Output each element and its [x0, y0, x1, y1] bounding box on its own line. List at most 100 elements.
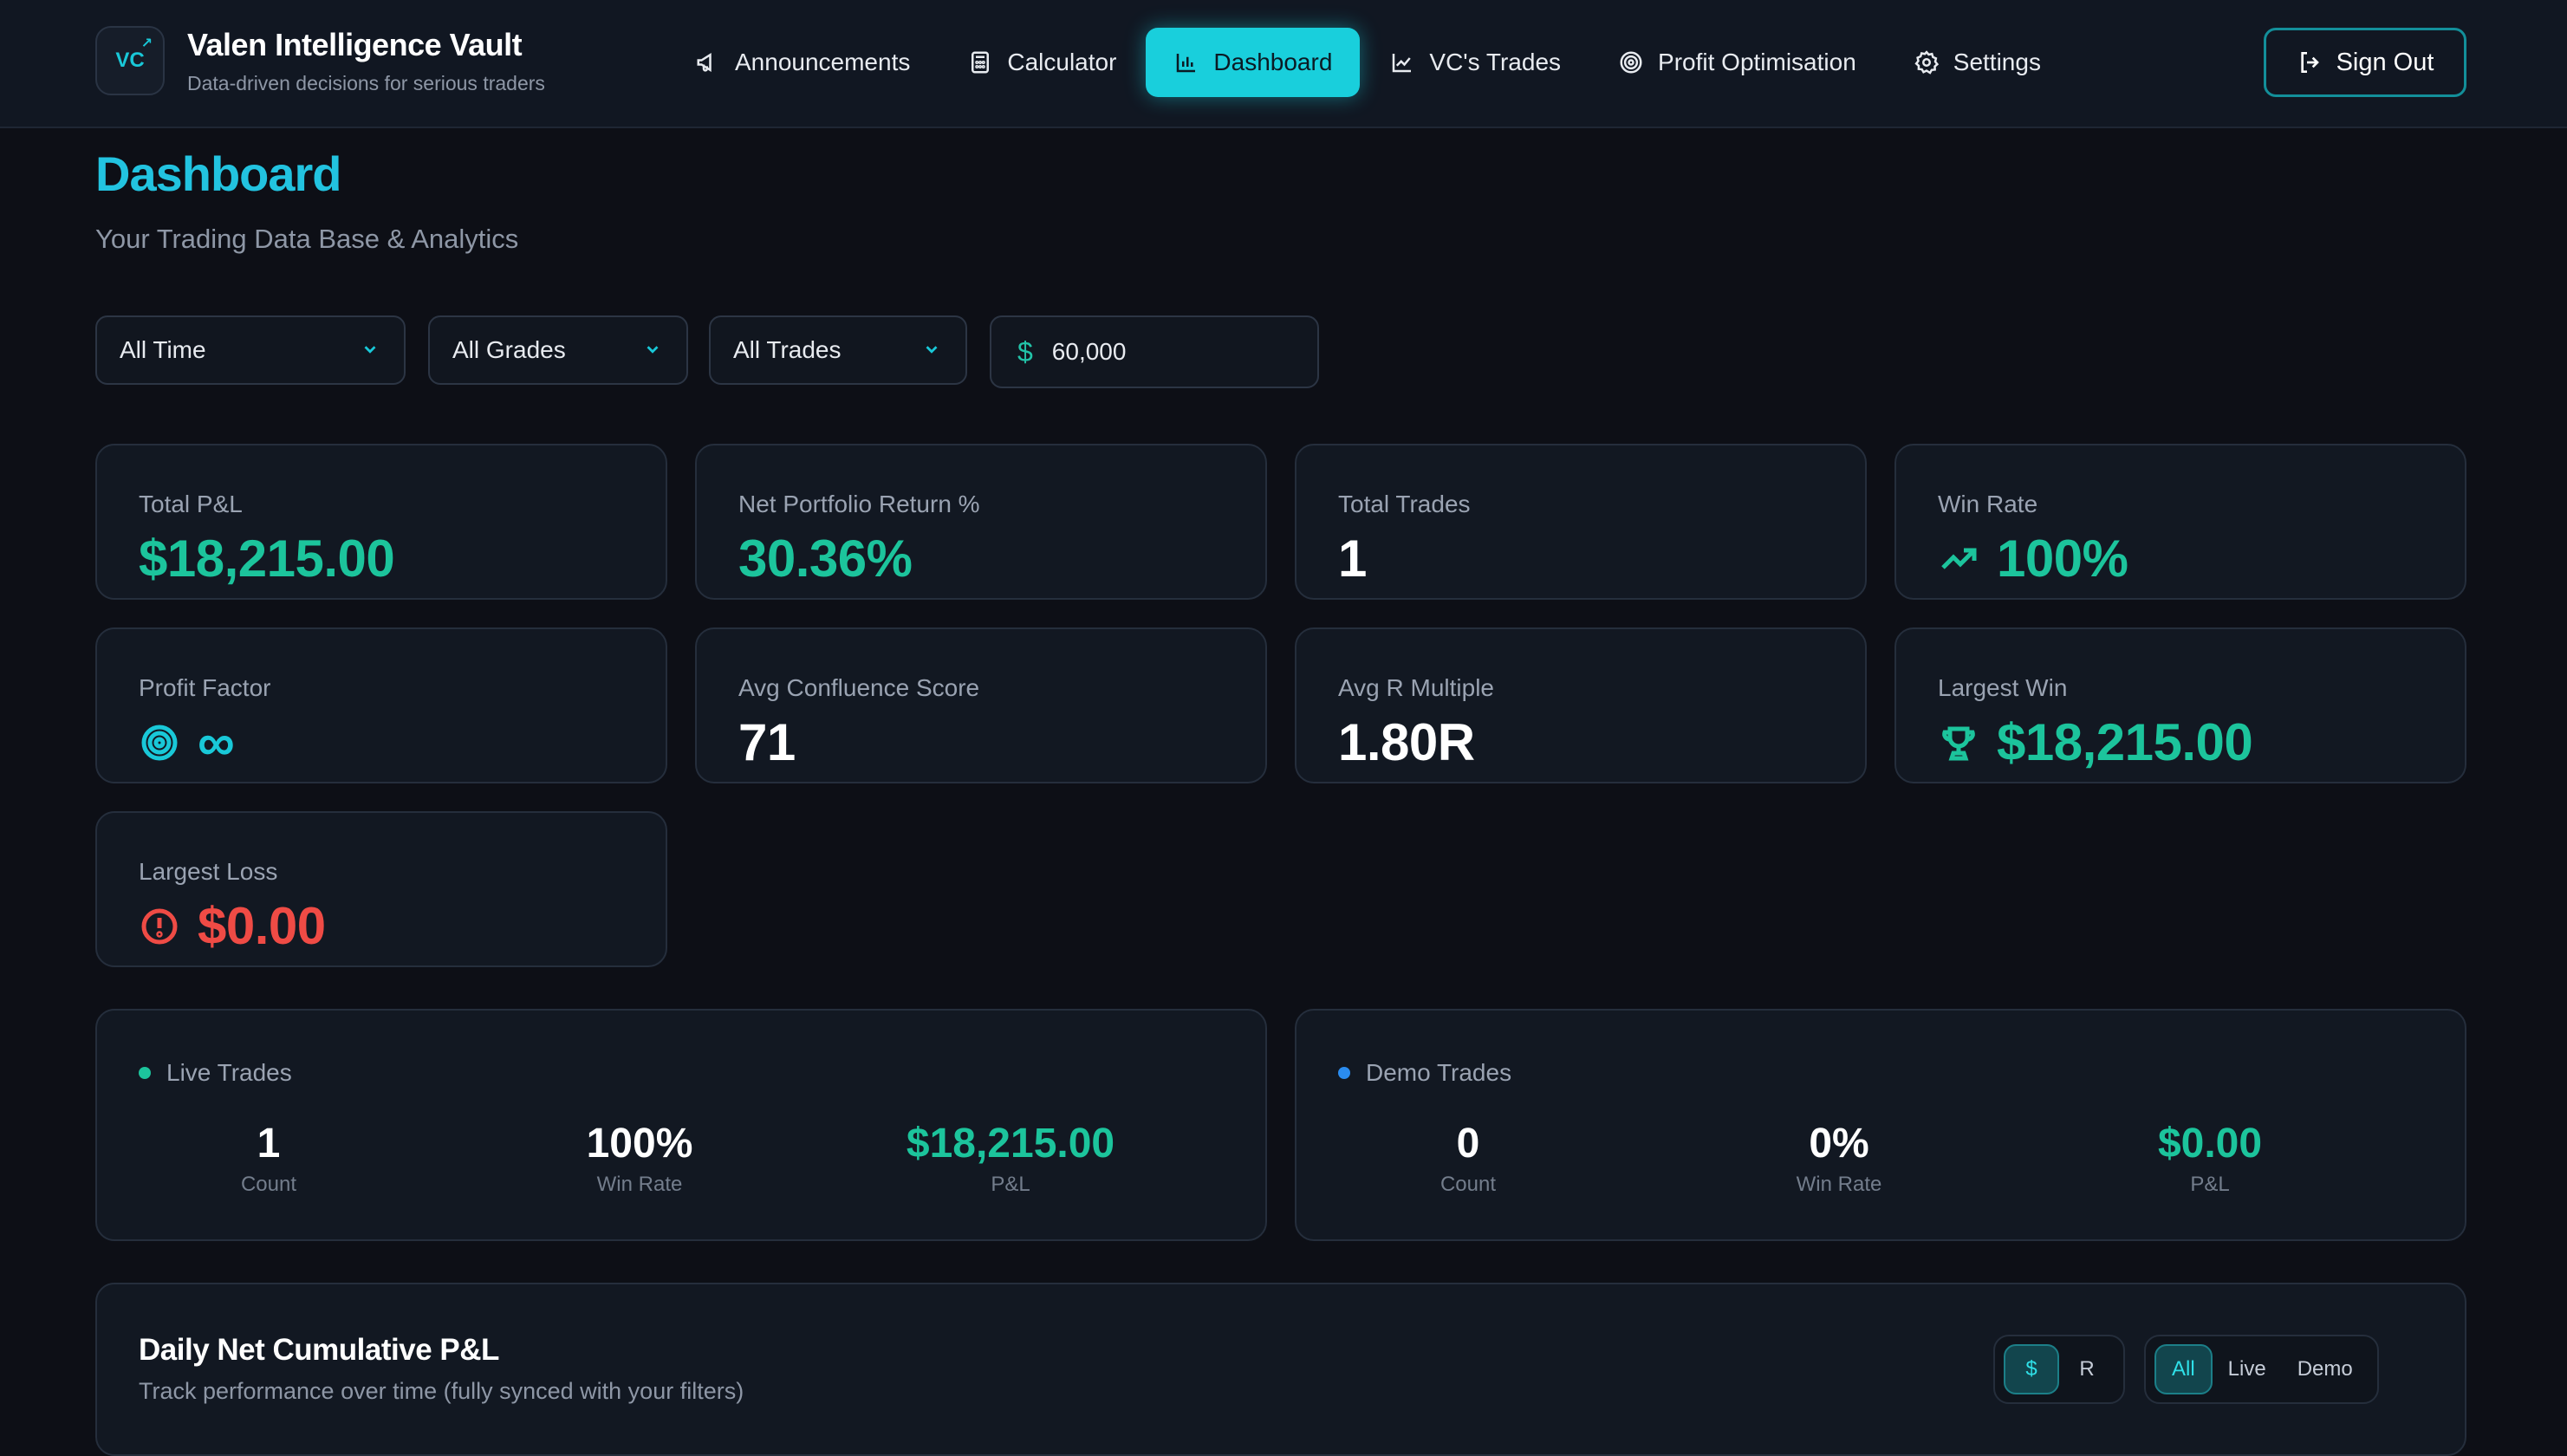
total-pnl-card: Total P&L $18,215.00: [95, 444, 667, 600]
alert-circle-icon: [141, 908, 178, 944]
grades-select-value: All Grades: [452, 336, 566, 363]
demo-trades-title-row: Demo Trades: [1338, 1059, 1511, 1087]
demo-pnl-value: $0.00: [2157, 1121, 2263, 1167]
account-toggle-all[interactable]: All: [2154, 1344, 2213, 1394]
nav-calculator[interactable]: Calculator: [939, 28, 1144, 97]
nav-settings[interactable]: Settings: [1886, 28, 2069, 97]
brand-logo: VC ↗: [95, 26, 165, 95]
live-status-dot: [139, 1067, 151, 1079]
nav-dashboard[interactable]: Dashboard: [1146, 28, 1361, 97]
trades-select-value: All Trades: [733, 336, 842, 363]
account-size-input[interactable]: $ 60,000: [990, 315, 1319, 388]
live-pnl-value: $18,215.00: [906, 1121, 1115, 1167]
unit-toggle: $ R: [1993, 1335, 2125, 1404]
trending-up-icon: [1941, 548, 1977, 569]
dollar-icon: $: [1017, 335, 1033, 367]
largest-loss-label: Largest Loss: [139, 858, 278, 885]
live-count-value: 1: [257, 1121, 281, 1167]
demo-pnl-label: P&L: [2190, 1173, 2230, 1196]
net-return-card: Net Portfolio Return % 30.36%: [695, 444, 1267, 600]
avg-r-value: 1.80R: [1338, 713, 1475, 771]
win-rate-value: 100%: [1997, 530, 2128, 588]
avg-r-label: Avg R Multiple: [1338, 674, 1495, 701]
live-win-rate-label: Win Rate: [596, 1173, 683, 1196]
chevron-down-icon: [364, 346, 376, 354]
demo-count-value: 0: [1456, 1121, 1480, 1167]
total-trades-label: Total Trades: [1338, 491, 1471, 517]
nav-label: Announcements: [735, 49, 911, 75]
net-return-label: Net Portfolio Return %: [738, 491, 980, 517]
unit-toggle-r[interactable]: R: [2079, 1357, 2095, 1381]
target-icon: [141, 725, 178, 760]
sign-out-icon: [2300, 52, 2319, 73]
top-navigation-bar: VC ↗ Valen Intelligence Vault Data-drive…: [0, 0, 2567, 128]
chart-subtitle: Track performance over time (fully synce…: [139, 1378, 744, 1404]
win-rate-value-row: 100%: [1938, 529, 2128, 588]
total-pnl-value: $18,215.00: [139, 530, 395, 588]
period-select[interactable]: All Time: [95, 315, 406, 385]
largest-loss-value: $0.00: [198, 897, 326, 955]
demo-status-dot: [1338, 1067, 1350, 1079]
grades-select[interactable]: All Grades: [428, 315, 688, 385]
chevron-down-icon: [647, 346, 659, 354]
brand[interactable]: VC ↗ Valen Intelligence Vault Data-drive…: [95, 26, 545, 95]
nav-label: Dashboard: [1213, 49, 1333, 75]
cumulative-pnl-card: Daily Net Cumulative P&L Track performan…: [95, 1283, 2466, 1456]
brand-logo-text: VC: [115, 49, 145, 72]
total-pnl-label: Total P&L: [139, 491, 243, 517]
main-nav: Announcements Calculator Dashboard VC's …: [667, 28, 2070, 97]
avg-confluence-value: 71: [738, 713, 796, 771]
demo-count-stat: 0 Count: [1338, 1120, 1598, 1197]
sign-out-button[interactable]: Sign Out: [2264, 28, 2466, 97]
avg-r-card: Avg R Multiple 1.80R: [1295, 627, 1867, 783]
avg-confluence-label: Avg Confluence Score: [738, 674, 980, 701]
largest-win-value-row: $18,215.00: [1938, 712, 2253, 772]
live-trades-card: Live Trades 1 Count 100% Win Rate $18,21…: [95, 1009, 1267, 1241]
largest-loss-card: Largest Loss $0.00: [95, 811, 667, 967]
bar-chart-icon: [1177, 54, 1196, 73]
profit-factor-value: ∞: [198, 713, 235, 771]
sign-out-label: Sign Out: [2336, 48, 2434, 76]
arrow-up-right-icon: ↗: [140, 36, 153, 51]
brand-subtitle: Data-driven decisions for serious trader…: [187, 71, 545, 94]
chart-title: Daily Net Cumulative P&L: [139, 1333, 499, 1367]
largest-loss-value-row: $0.00: [139, 896, 326, 956]
nav-label: VC's Trades: [1429, 49, 1562, 75]
avg-confluence-card: Avg Confluence Score 71: [695, 627, 1267, 783]
largest-win-label: Largest Win: [1938, 674, 2068, 701]
largest-win-card: Largest Win $18,215.00: [1894, 627, 2466, 783]
trades-select[interactable]: All Trades: [709, 315, 967, 385]
profit-factor-card: Profit Factor ∞: [95, 627, 667, 783]
chevron-down-icon: [926, 346, 938, 354]
demo-win-rate-stat: 0% Win Rate: [1709, 1120, 1969, 1197]
page-title: Dashboard: [95, 146, 341, 201]
nav-label: Profit Optimisation: [1658, 49, 1856, 75]
nav-profit-optimisation[interactable]: Profit Optimisation: [1590, 28, 1884, 97]
account-size-value: 60,000: [1051, 338, 1127, 365]
unit-toggle-dollar[interactable]: $: [2004, 1344, 2059, 1394]
total-trades-card: Total Trades 1: [1295, 444, 1867, 600]
largest-win-value: $18,215.00: [1997, 713, 2253, 771]
demo-trades-card: Demo Trades 0 Count 0% Win Rate $0.00 P&…: [1295, 1009, 2466, 1241]
page-subtitle: Your Trading Data Base & Analytics: [95, 224, 519, 254]
live-count-label: Count: [240, 1173, 297, 1196]
live-pnl-stat: $18,215.00 P&L: [881, 1120, 1141, 1197]
live-trades-title-row: Live Trades: [139, 1059, 292, 1087]
live-count-stat: 1 Count: [139, 1120, 399, 1197]
demo-win-rate-label: Win Rate: [1796, 1173, 1882, 1196]
megaphone-icon: [697, 52, 712, 73]
line-chart-icon: [1393, 54, 1412, 73]
demo-win-rate-value: 0%: [1809, 1121, 1869, 1167]
nav-announcements[interactable]: Announcements: [667, 28, 938, 97]
target-icon: [1620, 51, 1642, 74]
profit-factor-value-row: ∞: [139, 712, 235, 772]
trophy-icon: [1942, 726, 1975, 760]
brand-title: Valen Intelligence Vault: [187, 26, 523, 62]
nav-vcs-trades[interactable]: VC's Trades: [1361, 28, 1589, 97]
total-trades-value: 1: [1338, 530, 1367, 588]
live-win-rate-stat: 100% Win Rate: [510, 1120, 770, 1197]
account-toggle-live[interactable]: Live: [2227, 1357, 2266, 1381]
account-toggle-demo[interactable]: Demo: [2297, 1357, 2353, 1381]
demo-pnl-stat: $0.00 P&L: [2080, 1120, 2340, 1197]
live-pnl-label: P&L: [991, 1173, 1030, 1196]
